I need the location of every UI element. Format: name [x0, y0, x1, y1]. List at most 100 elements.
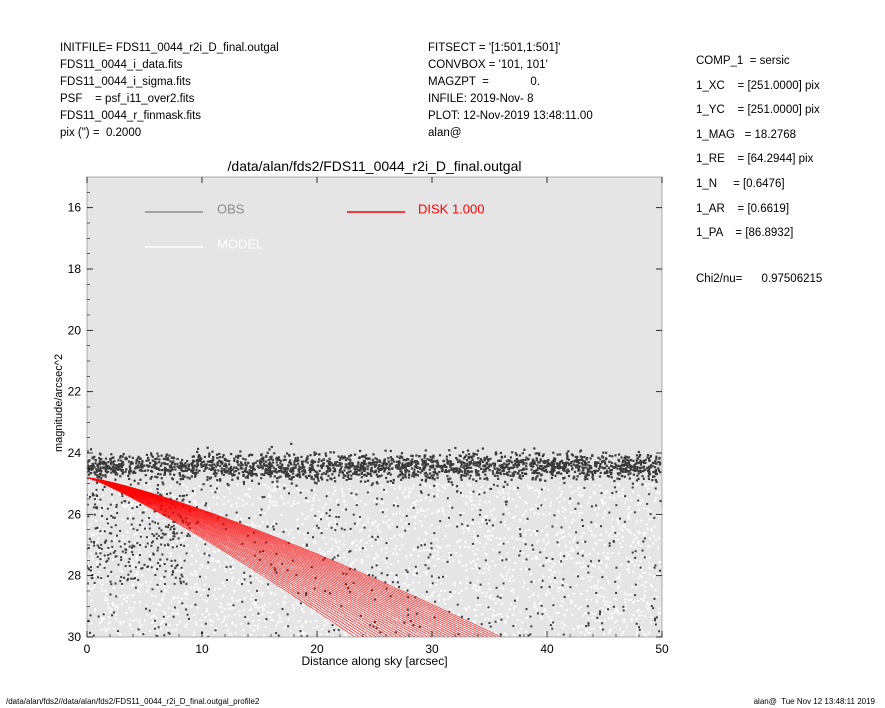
obs-point: [515, 457, 519, 461]
obs-point: [244, 468, 247, 471]
model-point: [278, 487, 281, 490]
obs-point: [408, 473, 411, 476]
model-point: [614, 598, 617, 601]
obs-point: [552, 459, 555, 462]
model-point: [259, 580, 262, 583]
model-point: [132, 513, 135, 516]
model-point: [168, 532, 171, 535]
obs-point: [87, 466, 90, 469]
model-point: [540, 616, 543, 619]
model-point: [599, 534, 602, 537]
obs-point: [457, 460, 460, 464]
model-point: [601, 501, 604, 504]
obs-point: [567, 450, 570, 453]
model-point: [632, 570, 635, 573]
model-point: [222, 503, 225, 506]
obs-point: [532, 548, 535, 551]
model-point: [650, 615, 653, 618]
model-point: [511, 516, 514, 519]
obs-point: [151, 465, 154, 469]
obs-point: [505, 473, 508, 476]
model-point: [468, 491, 471, 494]
obs-point: [595, 592, 598, 595]
model-point: [343, 564, 346, 567]
obs-point: [507, 459, 510, 462]
model-point: [364, 503, 367, 506]
model-point: [195, 544, 198, 547]
model-point: [595, 585, 598, 588]
model-point: [344, 522, 347, 525]
obs-point: [610, 461, 614, 465]
obs-point: [622, 459, 625, 462]
model-point: [558, 571, 561, 574]
model-point: [182, 604, 185, 607]
model-point: [343, 527, 346, 530]
obs-point: [255, 474, 258, 477]
obs-point: [239, 461, 243, 464]
obs-point: [136, 457, 139, 460]
obs-point: [330, 462, 333, 465]
obs-point: [193, 475, 197, 478]
obs-point: [627, 460, 630, 463]
model-point: [547, 541, 550, 544]
model-point: [232, 607, 235, 610]
model-point: [100, 582, 103, 585]
model-point: [122, 503, 125, 506]
model-point: [591, 534, 594, 537]
model-point: [568, 541, 571, 544]
model-point: [231, 576, 234, 579]
obs-point: [512, 464, 515, 467]
model-point: [237, 497, 240, 500]
model-point: [479, 499, 482, 502]
model-point: [416, 569, 419, 572]
obs-point: [269, 473, 272, 476]
model-point: [186, 544, 189, 547]
model-point: [534, 605, 537, 608]
model-point: [612, 528, 615, 531]
obs-point: [87, 582, 89, 585]
model-point: [431, 493, 434, 496]
model-point: [574, 511, 577, 514]
obs-point: [224, 471, 227, 474]
obs-point: [475, 474, 478, 477]
obs-point: [603, 459, 606, 462]
model-point: [210, 559, 213, 562]
model-point: [95, 541, 98, 544]
model-point: [271, 523, 274, 526]
model-point: [523, 581, 526, 584]
model-point: [575, 584, 578, 587]
obs-point: [583, 478, 586, 481]
model-point: [355, 621, 358, 624]
obs-point: [633, 469, 636, 472]
obs-point: [561, 466, 564, 469]
obs-point: [601, 576, 604, 579]
model-point: [394, 572, 397, 575]
model-point: [425, 596, 428, 599]
model-point: [131, 579, 134, 582]
obs-point: [104, 461, 107, 465]
model-point: [617, 612, 620, 615]
obs-point: [275, 461, 278, 464]
model-point: [497, 634, 500, 637]
obs-point: [425, 464, 428, 467]
model-point: [521, 514, 524, 517]
obs-point: [340, 462, 343, 465]
model-point: [97, 550, 100, 553]
obs-point: [110, 463, 113, 466]
model-point: [442, 559, 445, 562]
model-point: [424, 484, 427, 487]
obs-point: [411, 454, 414, 458]
model-point: [416, 508, 419, 511]
model-point: [311, 596, 314, 599]
obs-point: [506, 483, 509, 486]
obs-point: [395, 464, 398, 467]
obs-point: [355, 470, 358, 473]
model-point: [270, 524, 273, 527]
obs-point: [329, 451, 332, 454]
obs-point: [467, 453, 471, 456]
model-point: [98, 500, 101, 503]
model-point: [414, 514, 417, 517]
model-point: [601, 570, 604, 573]
model-point: [620, 563, 623, 566]
model-point: [292, 500, 295, 503]
